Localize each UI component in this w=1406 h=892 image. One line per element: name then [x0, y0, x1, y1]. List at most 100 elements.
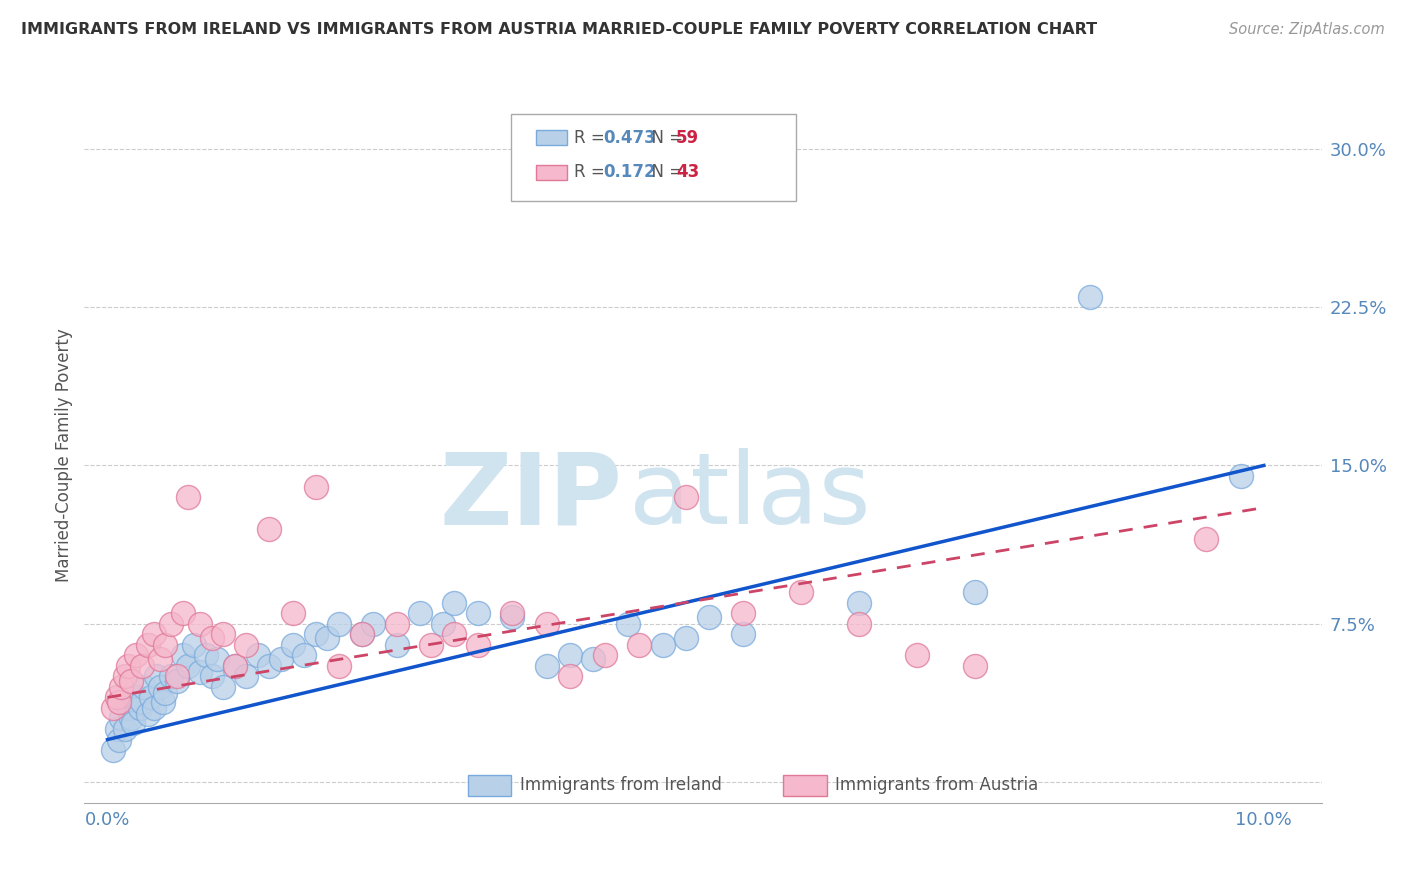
Point [212, 627, 235, 641]
Point [188, 665, 211, 679]
Point [145, 669, 167, 683]
Point [194, 648, 217, 663]
Text: IMMIGRANTS FROM IRELAND VS IMMIGRANTS FROM AUSTRIA MARRIED-COUPLE FAMILY POVERTY: IMMIGRANTS FROM IRELAND VS IMMIGRANTS FR… [21, 22, 1097, 37]
Point [136, 707, 159, 722]
Point [212, 680, 235, 694]
Text: N =: N = [641, 163, 689, 181]
Point [443, 627, 465, 641]
Point [675, 490, 697, 504]
Point [790, 585, 813, 599]
Point [155, 686, 177, 700]
Point [148, 652, 170, 666]
Point [536, 616, 558, 631]
Point [108, 695, 131, 709]
Point [183, 638, 205, 652]
Y-axis label: Married-Couple Family Poverty: Married-Couple Family Poverty [55, 328, 73, 582]
Point [131, 658, 153, 673]
Point [675, 632, 697, 646]
Point [110, 680, 132, 694]
Point [200, 669, 222, 683]
Point [328, 616, 350, 631]
Point [697, 610, 720, 624]
FancyBboxPatch shape [468, 775, 512, 796]
Point [733, 606, 755, 620]
Point [558, 669, 581, 683]
Point [172, 606, 194, 620]
Point [733, 627, 755, 641]
Point [409, 606, 432, 620]
Text: Immigrants from Austria: Immigrants from Austria [835, 776, 1039, 795]
Text: 0.473: 0.473 [603, 128, 655, 146]
Point [1229, 469, 1251, 483]
Point [103, 743, 125, 757]
Point [617, 616, 640, 631]
Text: Immigrants from Ireland: Immigrants from Ireland [520, 776, 721, 795]
Point [148, 680, 170, 694]
Point [259, 658, 281, 673]
Point [105, 722, 128, 736]
Point [108, 732, 131, 747]
Point [172, 648, 194, 663]
Point [235, 669, 257, 683]
Point [114, 722, 136, 736]
Point [963, 658, 986, 673]
Point [120, 673, 142, 688]
Text: atlas: atlas [628, 448, 870, 545]
Point [166, 673, 188, 688]
FancyBboxPatch shape [536, 130, 567, 145]
Point [122, 715, 145, 730]
Point [304, 479, 326, 493]
Point [443, 595, 465, 609]
Point [281, 638, 304, 652]
Point [105, 690, 128, 705]
Point [582, 652, 605, 666]
Text: Source: ZipAtlas.com: Source: ZipAtlas.com [1229, 22, 1385, 37]
Point [385, 616, 408, 631]
Point [136, 638, 159, 652]
Text: R =: R = [574, 128, 610, 146]
Point [131, 695, 153, 709]
Point [141, 690, 163, 705]
Point [1195, 533, 1218, 547]
Point [125, 690, 148, 705]
Point [246, 648, 269, 663]
Text: 43: 43 [676, 163, 699, 181]
FancyBboxPatch shape [512, 114, 796, 201]
Point [501, 606, 523, 620]
Point [134, 680, 156, 694]
Text: R =: R = [574, 163, 610, 181]
Text: 0.172: 0.172 [603, 163, 655, 181]
Point [128, 701, 150, 715]
Point [501, 610, 523, 624]
Point [160, 669, 183, 683]
Text: ZIP: ZIP [440, 448, 623, 545]
Point [963, 585, 986, 599]
Point [848, 595, 870, 609]
Point [177, 658, 200, 673]
FancyBboxPatch shape [783, 775, 827, 796]
Point [120, 711, 142, 725]
Point [200, 632, 222, 646]
Point [1080, 290, 1102, 304]
Point [281, 606, 304, 620]
Point [363, 616, 385, 631]
Point [292, 648, 315, 663]
Point [651, 638, 673, 652]
Point [316, 632, 339, 646]
Point [420, 638, 443, 652]
Point [188, 616, 211, 631]
Point [103, 701, 125, 715]
Point [536, 658, 558, 673]
Point [177, 490, 200, 504]
Point [350, 627, 373, 641]
Point [125, 648, 148, 663]
Point [110, 711, 132, 725]
Point [385, 638, 408, 652]
Point [259, 522, 281, 536]
Point [117, 701, 139, 715]
Text: 59: 59 [676, 128, 699, 146]
Point [224, 658, 246, 673]
Point [350, 627, 373, 641]
Point [207, 652, 229, 666]
Point [628, 638, 651, 652]
